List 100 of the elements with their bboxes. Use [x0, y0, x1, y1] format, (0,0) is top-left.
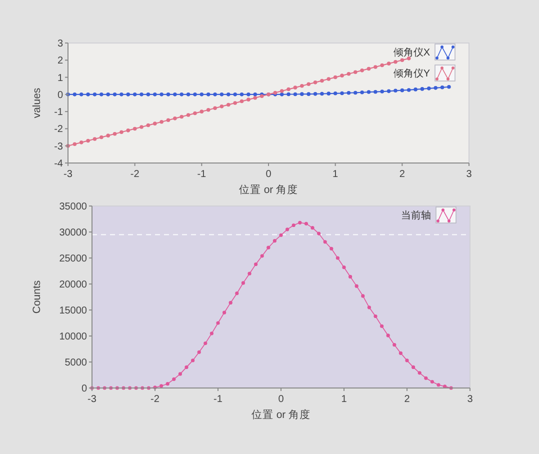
point [126, 128, 130, 132]
point [326, 92, 331, 96]
x-axis-title: 位置 or 角度 [238, 183, 298, 196]
point [184, 365, 188, 369]
point [366, 66, 371, 71]
y-tick-label: 10000 [59, 332, 88, 342]
y-tick-label: 1 [57, 72, 64, 84]
y-tick-label: 3 [57, 38, 64, 50]
point [313, 80, 318, 84]
y-tick-label: 35000 [59, 202, 88, 212]
point [226, 92, 230, 96]
point [193, 92, 197, 96]
point [126, 92, 130, 96]
point [333, 92, 338, 96]
point [447, 84, 451, 89]
point [394, 88, 398, 93]
point [300, 92, 304, 96]
point [280, 92, 284, 96]
y-tick-label: 20000 [59, 280, 88, 290]
point [293, 86, 298, 90]
y-axis-title: Counts [31, 280, 43, 314]
point [440, 86, 444, 90]
point [306, 92, 310, 96]
point [146, 92, 150, 96]
x-tick-label: 2 [399, 169, 406, 180]
point [152, 122, 157, 126]
point [200, 110, 204, 114]
point [235, 292, 239, 296]
point [173, 116, 177, 120]
point [254, 262, 258, 266]
point [191, 358, 195, 362]
point [213, 106, 217, 110]
point [386, 62, 391, 66]
point [233, 101, 237, 105]
point [72, 92, 77, 96]
point [380, 90, 384, 94]
point [240, 92, 244, 96]
point [400, 88, 404, 92]
point [248, 272, 252, 276]
x-tick-label: 3 [467, 394, 474, 405]
point [374, 314, 378, 318]
point [206, 92, 210, 96]
point [400, 58, 404, 62]
point [354, 284, 358, 288]
point [320, 92, 324, 96]
point [436, 383, 440, 387]
point [333, 75, 338, 80]
y-tick-label: -3 [54, 141, 64, 152]
point [173, 92, 177, 96]
point [392, 343, 396, 347]
point [366, 90, 371, 94]
point [226, 102, 230, 107]
point [152, 92, 157, 96]
point [112, 132, 117, 136]
point [434, 86, 438, 90]
point [346, 90, 351, 95]
point [292, 223, 296, 228]
y-tick-label: -1 [54, 107, 64, 118]
y-tick-label: 30000 [59, 228, 88, 238]
point [140, 125, 144, 129]
point [386, 334, 390, 338]
point [418, 371, 422, 375]
point [340, 74, 344, 78]
point [72, 142, 77, 146]
point [92, 137, 97, 141]
point [253, 92, 258, 96]
point [132, 126, 137, 131]
point [186, 92, 190, 96]
point [79, 92, 84, 96]
x-tick-label: 2 [404, 394, 410, 405]
point [330, 246, 334, 250]
point [166, 118, 170, 122]
point [286, 87, 290, 92]
point [260, 254, 264, 258]
point [86, 92, 90, 96]
y-tick-label: 0 [57, 90, 64, 101]
x-tick-label: 0 [266, 169, 272, 180]
x-tick-label: 0 [278, 394, 284, 405]
point [336, 256, 340, 260]
point [353, 90, 358, 95]
point [427, 86, 431, 90]
point [266, 246, 270, 250]
point [241, 281, 245, 285]
point [300, 84, 304, 88]
y-axis-title: values [31, 88, 43, 118]
point [317, 232, 321, 236]
x-tick-label: -1 [214, 394, 223, 405]
point [326, 77, 331, 81]
point [160, 120, 164, 124]
x-tick-label: -2 [130, 169, 140, 180]
point [204, 341, 208, 346]
point [412, 365, 416, 369]
point [320, 78, 324, 83]
point [206, 108, 210, 112]
y-tick-label: 25000 [59, 254, 88, 264]
point [132, 92, 137, 96]
y-tick-label: -2 [54, 124, 64, 136]
point [166, 92, 170, 96]
point [106, 92, 110, 96]
point [200, 92, 204, 96]
